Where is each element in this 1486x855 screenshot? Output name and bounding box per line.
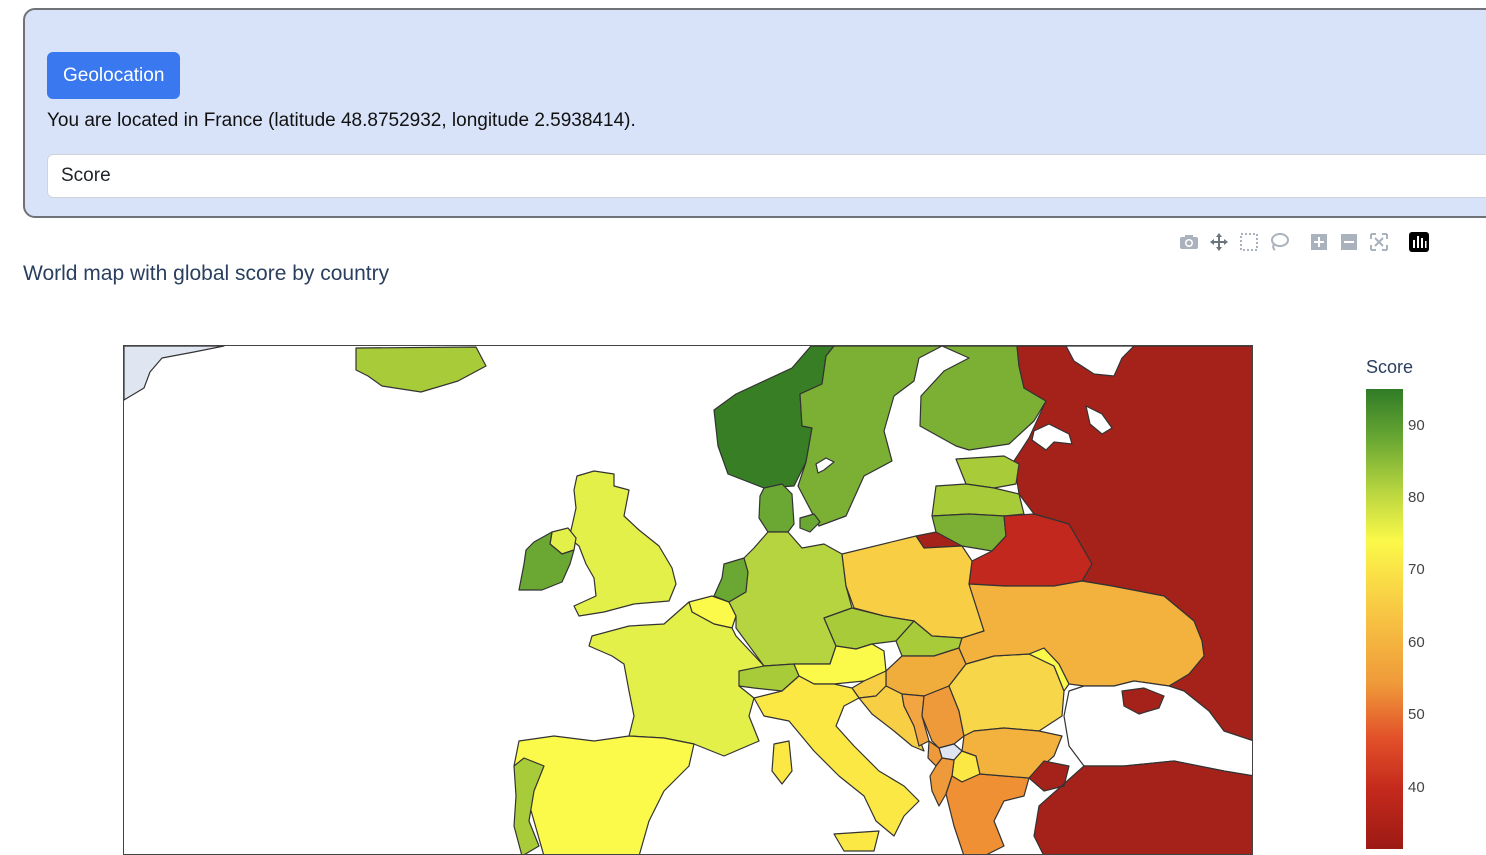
geolocation-status: You are located in France (latitude 48.8… [47, 110, 636, 131]
colorbar-tick-50: 50 [1408, 706, 1425, 723]
colorbar-tick-80: 80 [1408, 489, 1425, 506]
colorbar-tick-40: 40 [1408, 779, 1425, 796]
colorbar-tick-90: 90 [1408, 417, 1425, 434]
plotly-logo-icon[interactable] [1408, 231, 1430, 253]
country-denmark[interactable] [758, 483, 795, 533]
choropleth-map[interactable] [123, 345, 1253, 855]
country-ireland[interactable] [518, 531, 575, 591]
geolocation-card: Geolocation You are located in France (l… [23, 8, 1486, 218]
zoom-in-icon[interactable] [1308, 231, 1330, 253]
reset-axes-icon[interactable] [1368, 231, 1390, 253]
colorbar-tick-60: 60 [1408, 634, 1425, 651]
country-denmark-island[interactable] [799, 513, 821, 533]
russia-sea-patch[interactable] [1065, 346, 1135, 377]
country-portugal[interactable] [513, 757, 545, 855]
country-turkey[interactable] [1028, 760, 1253, 855]
country-uk[interactable] [568, 470, 677, 617]
colorbar-gradient [1366, 389, 1403, 849]
country-latvia[interactable] [931, 483, 1025, 517]
geolocation-button[interactable]: Geolocation [47, 52, 181, 99]
lasso-icon[interactable] [1268, 231, 1290, 253]
colorbar-tick-70: 70 [1408, 561, 1425, 578]
country-germany[interactable] [728, 531, 853, 667]
country-sicily[interactable] [833, 830, 880, 852]
pan-icon[interactable] [1208, 231, 1230, 253]
black-sea[interactable] [1063, 680, 1253, 777]
country-greenland[interactable] [124, 346, 225, 401]
crimea[interactable] [1121, 687, 1165, 715]
country-romania[interactable] [948, 653, 1065, 737]
metric-select-value: Score [61, 165, 111, 186]
plot-title: World map with global score by country [23, 262, 390, 285]
russia-lake-1[interactable] [1031, 423, 1073, 451]
country-iceland[interactable] [355, 346, 487, 393]
zoom-out-icon[interactable] [1338, 231, 1360, 253]
country-sweden[interactable] [797, 346, 943, 527]
colorbar-title: Score [1366, 357, 1414, 377]
country-estonia[interactable] [955, 455, 1020, 489]
country-greece[interactable] [945, 773, 1030, 855]
country-sardinia[interactable] [771, 740, 793, 785]
country-france[interactable] [588, 601, 765, 757]
box-select-icon[interactable] [1238, 231, 1260, 253]
lake-vanern[interactable] [815, 457, 835, 474]
camera-icon[interactable] [1178, 231, 1200, 253]
country-italy[interactable] [753, 675, 920, 837]
country-spain[interactable] [513, 735, 695, 855]
plot-modebar [1178, 231, 1438, 253]
metric-select[interactable]: Score [47, 154, 1486, 198]
russia-lake-2[interactable] [1085, 405, 1113, 435]
